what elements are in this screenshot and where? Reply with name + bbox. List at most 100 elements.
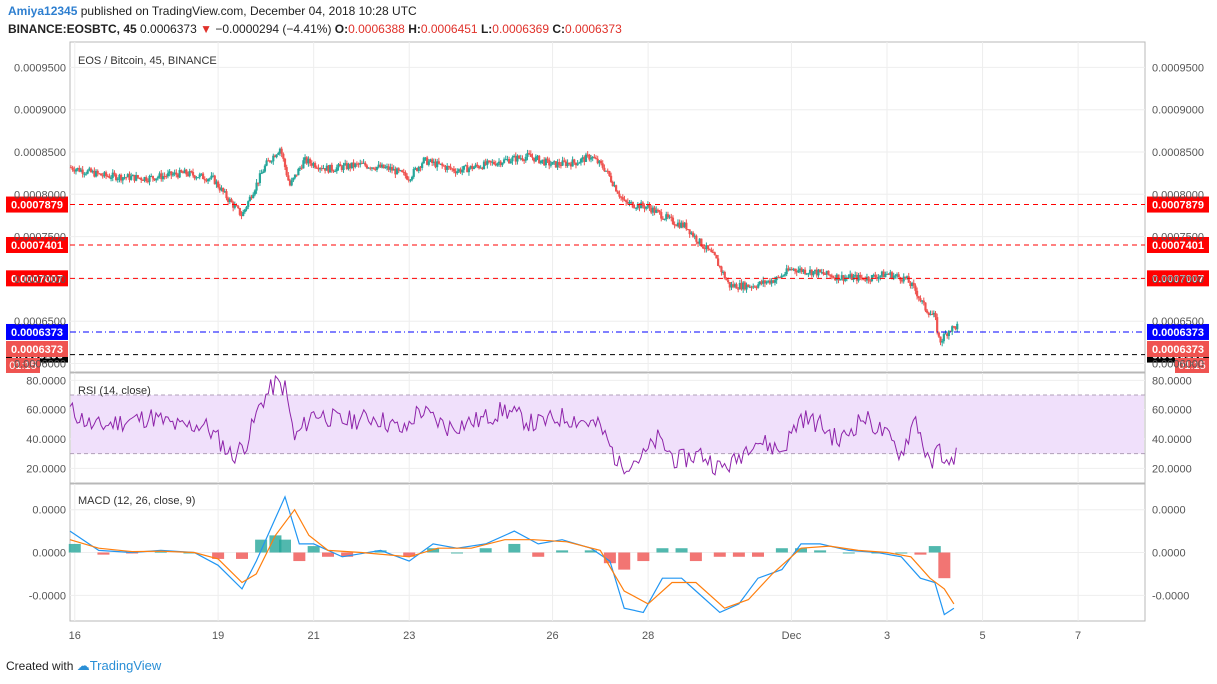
candle-body [238, 207, 241, 215]
macd-histogram-bar [842, 552, 855, 554]
candle-body [817, 269, 820, 276]
high-label: H: [408, 22, 421, 36]
candle-body [583, 157, 586, 162]
y-tick-label-left: 0.0007500 [14, 232, 66, 244]
candle-body [344, 163, 347, 165]
y-tick-label-left: 60.0000 [26, 405, 66, 417]
candle-body [267, 160, 270, 162]
candle-body [69, 167, 73, 169]
candle-body [327, 165, 330, 173]
candle-body [247, 201, 250, 207]
price-pane[interactable] [69, 41, 1146, 373]
candle-body [275, 154, 278, 158]
candle-body [277, 152, 280, 155]
y-tick-label-right: 0.0008500 [1152, 147, 1204, 159]
candle-body [698, 238, 701, 244]
candle-body [613, 185, 616, 187]
candle-body [693, 235, 696, 237]
candle-body [451, 168, 454, 170]
candle-body [290, 180, 293, 186]
candle-body [464, 165, 467, 167]
candle-body [496, 163, 499, 166]
tradingview-brand[interactable]: TradingView [89, 658, 162, 673]
candle-body [924, 302, 927, 311]
candle-body [895, 274, 899, 276]
candle-body [728, 282, 731, 288]
candle-body [551, 162, 554, 165]
candle-body [815, 269, 818, 276]
last-price-badge-text: 0.0006373 [1152, 327, 1204, 339]
macd-histogram-bar [307, 546, 320, 553]
resistance-2-badge-text: 0.0007401 [1152, 240, 1204, 252]
candle-body [701, 246, 705, 249]
candle-body [666, 214, 670, 218]
y-tick-label-right: 0.0006000 [1152, 359, 1204, 371]
candle-body [432, 161, 435, 163]
macd-histogram-bar [656, 548, 669, 553]
candle-body [504, 159, 507, 161]
candle-body [205, 180, 208, 182]
candle-body [750, 286, 753, 288]
candle-body [111, 172, 114, 178]
candle-body [270, 161, 273, 163]
x-tick-label: 19 [212, 630, 224, 642]
candle-body [663, 219, 666, 221]
candle-body [722, 272, 725, 274]
down-arrow-icon: ▼ [200, 22, 212, 36]
candle-body [725, 278, 728, 281]
symbol-label: BINANCE:EOSBTC, 45 [8, 22, 137, 36]
x-tick-label: 5 [979, 630, 985, 642]
candle-body [173, 172, 176, 175]
candle-body [703, 248, 706, 250]
tradingview-logo-icon[interactable]: ☁ [76, 658, 90, 673]
candle-body [914, 285, 917, 291]
candle-body [86, 170, 89, 174]
resistance-3-badge-text: 0.0007007 [11, 273, 63, 285]
candle-body [770, 280, 773, 284]
candle-body [727, 280, 730, 283]
candle-body [564, 161, 568, 166]
candle-body [830, 275, 833, 278]
candle-body [620, 196, 623, 198]
candle-body [534, 156, 537, 162]
candle-body [482, 161, 486, 169]
candle-body [559, 165, 563, 167]
candle-body [153, 178, 156, 181]
candle-body [136, 175, 139, 178]
candle-body [481, 167, 484, 169]
candle-body [651, 207, 654, 213]
candle-body [926, 310, 929, 313]
candle-body [223, 191, 226, 193]
candle-body [581, 157, 584, 159]
candle-body [573, 159, 576, 163]
candle-body [461, 169, 464, 173]
author-link[interactable]: Amiya12345 [8, 4, 78, 18]
candle-body [283, 158, 287, 168]
candle-body [128, 174, 131, 180]
footer: Created with ☁TradingView [6, 658, 161, 674]
candle-body [859, 274, 862, 278]
candle-body [810, 269, 813, 276]
candle-body [735, 284, 738, 289]
candle-body [696, 241, 700, 244]
candle-body [539, 160, 542, 164]
candle-body [379, 164, 382, 168]
candle-body [671, 217, 675, 225]
candle-body [243, 209, 246, 212]
candle-body [382, 164, 385, 169]
candle-body [685, 222, 688, 230]
candle-body [954, 326, 957, 330]
y-tick-label-right: -0.0000 [1152, 590, 1189, 602]
last-price-badge-left [6, 323, 68, 340]
macd-histogram-bar [508, 543, 521, 553]
candle-body [489, 160, 492, 163]
candle-body [497, 161, 501, 164]
candle-body [680, 222, 683, 228]
candle-body [604, 170, 608, 172]
candle-body [355, 163, 359, 165]
macd-histogram-bar [689, 552, 702, 562]
candle-body [168, 171, 171, 174]
candle-body [307, 158, 310, 164]
candle-body [83, 173, 86, 175]
